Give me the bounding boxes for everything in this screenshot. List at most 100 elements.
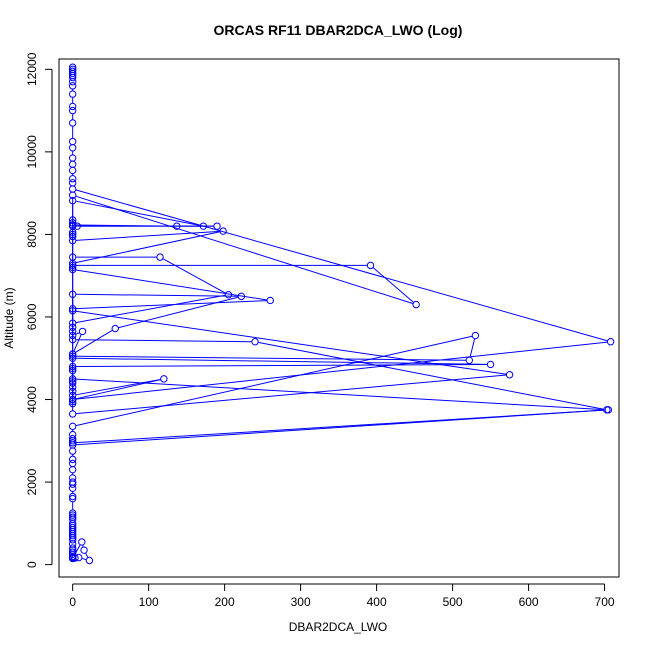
data-point (68, 144, 77, 152)
data-point (68, 447, 77, 455)
data-point (68, 554, 77, 563)
data-point (68, 69, 77, 78)
x-tick-label: 0 (69, 595, 76, 609)
data-point (68, 439, 77, 447)
data-point (68, 219, 77, 227)
data-point (68, 179, 77, 187)
data-point (68, 465, 77, 474)
x-axis-label: DBAR2DCA_LWO (289, 620, 387, 634)
data-point (68, 106, 77, 115)
y-tick-label: 2000 (25, 468, 39, 495)
x-tick-label: 100 (139, 595, 159, 609)
data-point (68, 228, 77, 237)
data-point (68, 352, 77, 360)
x-tick-label: 300 (291, 595, 311, 609)
y-tick-label: 4000 (25, 386, 39, 413)
y-tick-label: 10000 (25, 135, 39, 169)
series-segment (75, 357, 488, 365)
series-segment (75, 335, 473, 427)
data-point (68, 459, 77, 468)
data-point (68, 305, 77, 313)
series-segment (75, 293, 239, 297)
series-segment (75, 378, 161, 396)
data-point (68, 102, 77, 111)
data-point (68, 550, 77, 558)
data-point (68, 437, 77, 445)
data-point (173, 222, 181, 230)
data-point (68, 494, 77, 503)
series-segment (118, 296, 239, 329)
data-point (604, 406, 613, 414)
data-point (68, 395, 77, 404)
x-axis: 0 100 200 300 400 500 600 700 (69, 583, 615, 609)
data-point (68, 232, 77, 241)
data-point (68, 263, 77, 272)
data-point (68, 137, 77, 146)
series-segment (75, 355, 467, 361)
data-point (68, 78, 77, 86)
series-segment (162, 258, 226, 294)
data-point (68, 379, 77, 387)
y-tick-label: 0 (25, 561, 39, 568)
x-tick-label: 200 (215, 595, 235, 609)
chart-title: ORCAS RF11 DBAR2DCA_LWO (Log) (214, 22, 463, 38)
series-segment (73, 334, 82, 352)
data-point (68, 391, 77, 400)
data-point (85, 556, 94, 565)
data-point (68, 410, 77, 418)
data-point (68, 455, 77, 464)
data-point (68, 366, 77, 375)
data-point (412, 300, 420, 309)
data-point (68, 536, 77, 544)
x-tick-label: 700 (595, 595, 615, 609)
series-segment (75, 200, 201, 227)
series-segment (75, 379, 161, 400)
data-point (486, 360, 495, 369)
data-point (68, 387, 77, 395)
data-point (80, 546, 88, 554)
series-segment (75, 339, 252, 343)
data-point (68, 350, 77, 358)
data-point (68, 265, 77, 274)
series-segment (75, 231, 221, 264)
series-segment (258, 341, 604, 410)
series-segment (75, 195, 414, 305)
data-point (68, 484, 77, 492)
data-point (78, 538, 86, 546)
data-point (68, 422, 77, 431)
data-point (68, 253, 77, 261)
data-point (68, 480, 77, 488)
series-segment (75, 341, 608, 400)
data-point (68, 364, 77, 373)
data-point (251, 338, 259, 346)
data-point (68, 119, 77, 127)
data-point (224, 290, 233, 299)
series-segment (75, 329, 113, 353)
series-segment (75, 294, 226, 324)
data-point (68, 236, 77, 245)
x-tick-label: 600 (519, 595, 539, 609)
data-point (78, 327, 87, 336)
data-point (68, 399, 77, 408)
data-point (465, 356, 474, 365)
data-point (68, 532, 77, 540)
data-point (366, 261, 375, 270)
series-segment (75, 332, 80, 335)
data-point (68, 160, 77, 168)
data-point (68, 166, 77, 175)
y-axis-label: Altitude (m) (2, 287, 16, 348)
data-point (505, 371, 514, 379)
data-point (219, 227, 227, 235)
y-tick-label: 12000 (25, 52, 39, 86)
data-point (266, 296, 274, 305)
y-tick-label: 6000 (25, 303, 39, 330)
data-point (68, 383, 77, 391)
data-point (68, 191, 77, 199)
plot-frame (58, 58, 620, 578)
data-point (68, 185, 77, 193)
data-point (68, 362, 77, 371)
series-segment (372, 267, 415, 303)
data-point (237, 292, 246, 301)
series-segment (75, 300, 268, 310)
